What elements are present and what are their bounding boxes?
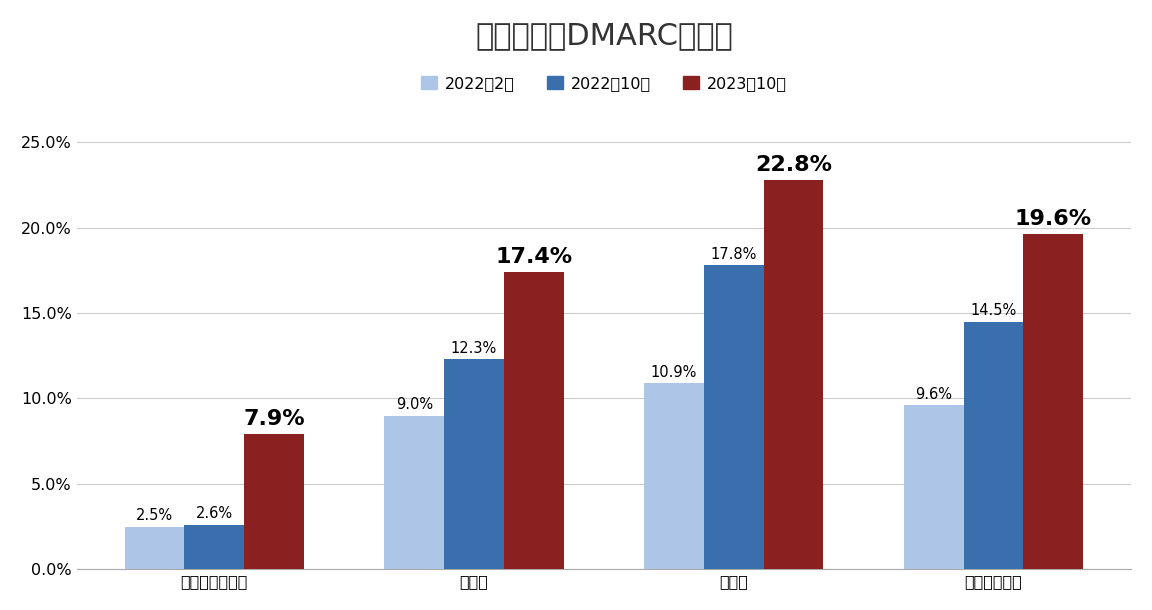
Bar — [244, 434, 304, 569]
Text: 22.8%: 22.8% — [755, 154, 832, 174]
Text: 19.6%: 19.6% — [1015, 209, 1092, 229]
Bar — [704, 265, 764, 569]
Text: 2.5%: 2.5% — [136, 508, 173, 523]
Bar — [904, 405, 964, 569]
Bar — [1023, 234, 1083, 569]
Bar — [964, 321, 1023, 569]
Bar — [444, 359, 503, 569]
Bar — [764, 180, 824, 569]
Bar — [124, 526, 184, 569]
Text: 17.4%: 17.4% — [495, 247, 573, 267]
Text: 17.8%: 17.8% — [711, 246, 757, 262]
Bar — [184, 525, 244, 569]
Text: 10.9%: 10.9% — [651, 365, 697, 379]
Text: 14.5%: 14.5% — [970, 303, 1017, 318]
Bar — [503, 272, 563, 569]
Text: 2.6%: 2.6% — [196, 506, 233, 522]
Text: 9.6%: 9.6% — [916, 387, 953, 402]
Legend: 2022年2月, 2022年10月, 2023年10月: 2022年2月, 2022年10月, 2023年10月 — [415, 70, 793, 98]
Text: 12.3%: 12.3% — [450, 341, 497, 356]
Bar — [644, 383, 704, 569]
Bar — [385, 415, 444, 569]
Text: 7.9%: 7.9% — [243, 409, 305, 429]
Title: 流通関連のDMARC導入率: 流通関連のDMARC導入率 — [475, 21, 733, 50]
Text: 9.0%: 9.0% — [395, 397, 433, 412]
